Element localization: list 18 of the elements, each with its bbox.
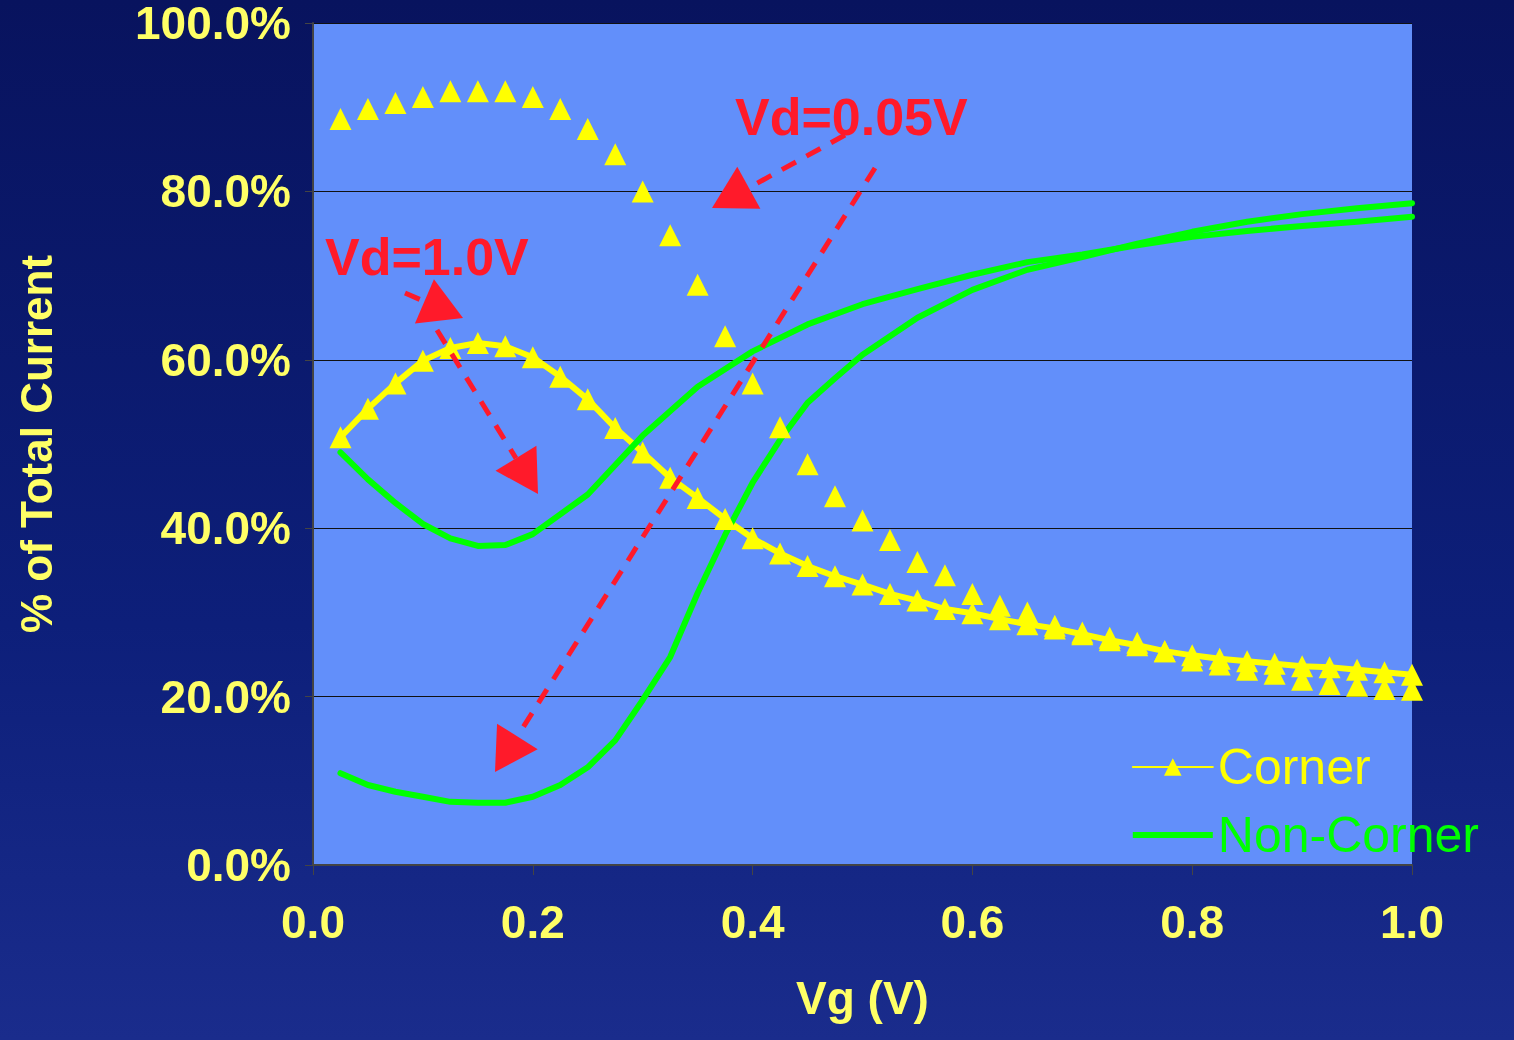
x-axis-title: Vg (V) (796, 972, 929, 1024)
x-tick-label: 0.0 (281, 896, 345, 948)
y-tick-label: 80.0% (160, 165, 291, 218)
x-tick-label: 0.6 (940, 896, 1005, 948)
legend-label: Corner (1217, 739, 1371, 795)
annotation: Vd=0.05V (735, 88, 969, 146)
legend-label: Non-Corner (1217, 807, 1480, 863)
x-tick-label: 0.4 (720, 896, 785, 948)
x-tick-label: 1.0 (1380, 896, 1444, 948)
y-tick-label: 20.0% (160, 670, 291, 723)
y-axis-title: % of Total Current (11, 254, 61, 634)
x-tick-label: 0.2 (500, 896, 565, 948)
y-tick-label: 60.0% (160, 333, 291, 386)
y-tick-label: 0.0% (186, 839, 291, 891)
annotation: Vd=1.0V (325, 228, 530, 286)
y-tick-label: 100.0% (134, 0, 291, 49)
y-tick-label: 40.0% (160, 502, 291, 555)
x-tick-label: 0.8 (1160, 896, 1225, 948)
